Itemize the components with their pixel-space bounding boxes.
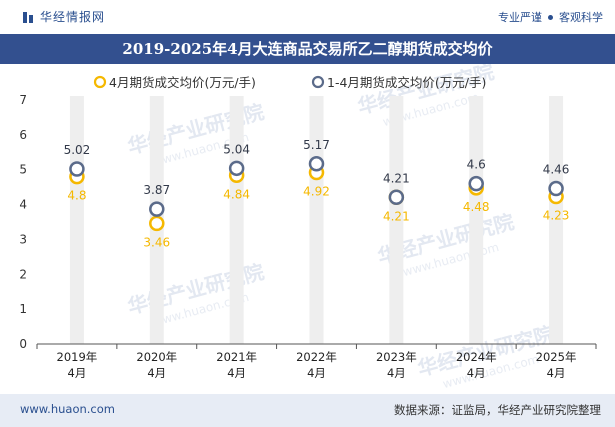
logo-icon <box>23 12 33 23</box>
data-label-4month: 4.21 <box>383 209 410 223</box>
y-tick-label: 6 <box>19 128 27 142</box>
legend-marker <box>311 75 325 89</box>
data-label-jan-apr: 5.04 <box>223 142 250 156</box>
title-bar: 2019-2025年4月大连商品交易所乙二醇期货成交均价 <box>0 34 615 64</box>
y-tick-label: 7 <box>19 93 27 107</box>
data-label-4month: 4.84 <box>223 187 250 201</box>
point-jan-apr <box>149 201 165 217</box>
series-marks: 5.02 3.87 5.04 5.17 4.21 4.6 4.46 4.8 3.46 4.84 4.… <box>64 138 570 250</box>
tagline: 专业严谨 客观科学 <box>498 9 603 25</box>
y-tick-label: 5 <box>19 163 27 177</box>
point-4month <box>149 215 165 232</box>
data-label-jan-apr: 4.21 <box>383 171 410 185</box>
column-band <box>229 96 244 344</box>
tagline-left: 专业严谨 <box>498 11 542 24</box>
data-label-jan-apr: 4.6 <box>467 158 486 172</box>
x-tick-label: 2025年 4月 <box>536 350 577 380</box>
x-tick-label: 2023年 4月 <box>376 350 417 380</box>
brand-name: 华经情报网 <box>40 10 106 24</box>
top-bar: 华经情报网 专业严谨 客观科学 <box>0 0 615 34</box>
data-label-4month: 4.23 <box>543 209 570 223</box>
data-label-jan-apr: 3.87 <box>143 183 170 197</box>
point-jan-apr <box>468 175 484 192</box>
column-band <box>309 96 324 344</box>
legend-marker <box>93 75 107 89</box>
y-tick-label: 1 <box>19 302 27 316</box>
data-label-jan-apr: 4.46 <box>543 163 570 177</box>
y-tick-label: 3 <box>19 232 27 246</box>
column-band <box>549 96 564 344</box>
y-tick-label: 0 <box>19 337 27 351</box>
watermarks: 华经产业研究院www.huaon.com华经产业研究院www.huaon.com… <box>125 64 556 391</box>
data-label-jan-apr: 5.17 <box>303 138 330 152</box>
x-tick-label: 2019年 4月 <box>57 350 98 380</box>
legend-label: 4月期货成交均价(万元/手) <box>109 75 256 90</box>
chart-area: 华经产业研究院www.huaon.com华经产业研究院www.huaon.com… <box>19 64 597 391</box>
data-label-4month: 3.46 <box>143 235 170 249</box>
legend: 4月期货成交均价(万元/手) 1-4月期货成交均价(万元/手) <box>93 75 486 90</box>
column-band <box>69 96 84 344</box>
data-label-4month: 4.48 <box>463 200 490 214</box>
footer-website[interactable]: www.huaon.com <box>20 402 115 416</box>
axes: 0 1 2 3 4 5 6 7 2019年 4月 2020年 4月 2021年 4月 2022年 4月 2023… <box>19 93 597 380</box>
x-tick-label: 2020年 4月 <box>136 350 177 380</box>
y-tick-label: 2 <box>19 267 27 281</box>
data-label-jan-apr: 5.02 <box>64 143 91 157</box>
point-jan-apr <box>308 156 325 172</box>
column-bands <box>69 96 564 344</box>
column-band <box>389 96 404 344</box>
column-band <box>469 96 484 344</box>
footer: www.huaon.com 数据来源：证监局，华经产业研究院整理 <box>0 394 615 427</box>
point-jan-apr <box>228 160 245 177</box>
point-jan-apr <box>69 161 85 177</box>
data-label-4month: 4.8 <box>67 189 86 203</box>
tagline-right: 客观科学 <box>559 11 603 24</box>
legend-label: 1-4月期货成交均价(万元/手) <box>327 75 486 90</box>
point-jan-apr <box>548 180 564 197</box>
point-jan-apr <box>388 189 405 206</box>
chart-title: 2019-2025年4月大连商品交易所乙二醇期货成交均价 <box>122 40 493 58</box>
x-tick-label: 2024年 4月 <box>456 350 497 380</box>
x-tick-label: 2022年 4月 <box>296 350 337 380</box>
footer-source: 数据来源：证监局，华经产业研究院整理 <box>394 403 601 417</box>
x-tick-label: 2021年 4月 <box>216 350 257 380</box>
y-tick-label: 4 <box>19 198 27 212</box>
dot-icon <box>548 15 553 20</box>
data-label-4month: 4.92 <box>303 185 330 199</box>
